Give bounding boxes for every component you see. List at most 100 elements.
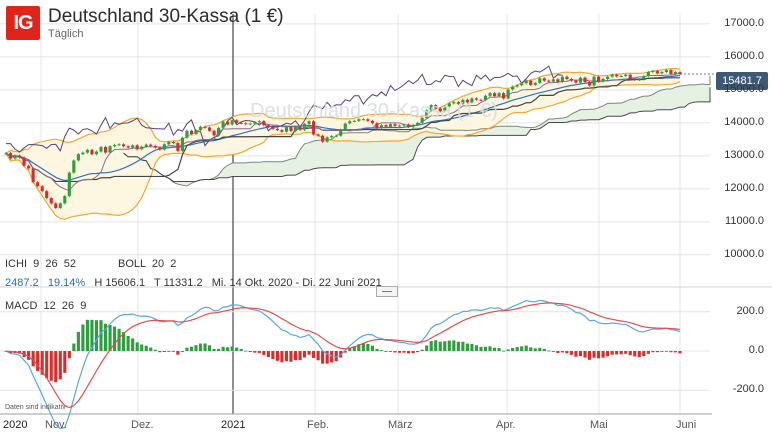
- macd-histogram-bar: [144, 345, 148, 352]
- candle-down: [226, 121, 230, 125]
- macd-histogram-bar: [162, 351, 166, 352]
- macd-histogram-bar: [176, 351, 180, 355]
- candle-up: [538, 78, 542, 83]
- candle-down: [280, 130, 284, 132]
- ichimoku-legend[interactable]: ICHI 9 26 52: [5, 258, 76, 270]
- candle-down: [54, 203, 58, 208]
- macd-histogram-bar: [63, 351, 67, 373]
- bollinger-legend[interactable]: BOLL 20 2: [118, 258, 176, 270]
- candle-up: [606, 76, 610, 79]
- candle-down: [556, 79, 560, 82]
- candle-up: [673, 72, 678, 75]
- macd-histogram-bar: [606, 351, 610, 357]
- candle-up: [452, 102, 456, 104]
- macd-legend[interactable]: MACD 12 26 9: [5, 300, 86, 312]
- macd-histogram-bar: [280, 351, 284, 363]
- candle-up: [162, 144, 166, 150]
- candle-up: [443, 106, 447, 112]
- macd-histogram-bar: [506, 349, 510, 352]
- watermark: Deutschland 30-Kassa (1 €): [250, 100, 498, 122]
- candle-up: [221, 121, 225, 128]
- candle-down: [235, 120, 239, 123]
- macd-histogram-bar: [185, 347, 189, 352]
- macd-histogram-bar: [565, 351, 569, 354]
- macd-histogram-bar: [158, 351, 162, 353]
- candle-down: [171, 141, 175, 143]
- candle-up: [447, 103, 451, 107]
- macd-params: 12 26 9: [43, 300, 87, 312]
- candle-down: [266, 125, 270, 127]
- macd-histogram-bar: [411, 351, 415, 354]
- macd-histogram-bar: [235, 347, 239, 352]
- candle-down: [45, 191, 49, 199]
- candle-up: [420, 117, 424, 123]
- macd-histogram-bar: [366, 343, 370, 352]
- price-tick-label: 10000.0: [724, 247, 764, 260]
- candle-up: [402, 124, 406, 126]
- candle-up: [180, 137, 184, 151]
- macd-histogram-bar: [375, 348, 379, 352]
- macd-histogram-bar: [293, 351, 298, 361]
- candle-up: [293, 126, 298, 132]
- candle-up: [511, 86, 515, 90]
- panel-resize-handle[interactable]: [376, 286, 398, 297]
- macd-histogram-bar: [673, 351, 678, 353]
- macd-histogram-bar: [660, 351, 664, 352]
- macd-histogram-bar: [601, 351, 605, 358]
- candle-down: [321, 135, 325, 142]
- candle-down: [434, 105, 438, 109]
- macd-histogram-bar: [239, 349, 243, 352]
- macd-histogram-bar: [45, 351, 49, 379]
- macd-histogram-bar: [538, 347, 542, 352]
- macd-histogram-bar: [483, 346, 488, 352]
- candle-up: [140, 146, 144, 150]
- macd-histogram-bar: [429, 341, 433, 352]
- macd-histogram-bar: [72, 343, 76, 352]
- macd-histogram-bar: [651, 351, 655, 353]
- candle-down: [465, 99, 469, 103]
- candle-down: [289, 127, 293, 132]
- candle-down: [366, 119, 370, 121]
- candle-down: [22, 157, 26, 166]
- macd-histogram-bar: [40, 351, 44, 375]
- candle-down: [678, 72, 682, 74]
- candle-down: [628, 74, 632, 79]
- candle-down: [407, 124, 411, 127]
- macd-histogram-bar: [578, 351, 583, 357]
- chikou-span-line: [6, 65, 563, 153]
- candle-down: [153, 145, 157, 148]
- macd-histogram-bar: [515, 347, 519, 352]
- data-disclaimer: Daten sind indikativ: [5, 404, 66, 411]
- candle-up: [339, 129, 343, 136]
- macd-histogram-bar: [560, 351, 564, 353]
- macd-histogram-bar: [402, 351, 406, 353]
- stat-value-1: 2487.2: [5, 277, 39, 289]
- macd-histogram-bar: [334, 351, 338, 362]
- macd-histogram-bar: [370, 345, 374, 352]
- macd-panel: [4, 299, 682, 430]
- macd-histogram-bar: [117, 328, 121, 352]
- candle-up: [72, 160, 76, 173]
- macd-histogram-bar: [348, 348, 352, 352]
- macd-histogram-bar: [343, 351, 347, 353]
- candle-up: [488, 93, 492, 96]
- candle-up: [642, 76, 646, 80]
- macd-histogram-bar: [198, 343, 203, 352]
- macd-histogram-bar: [669, 351, 673, 353]
- candle-up: [67, 172, 71, 197]
- candle-up: [533, 82, 537, 85]
- candle-up: [325, 137, 329, 142]
- candle-down: [474, 98, 479, 100]
- candle-down: [271, 126, 275, 129]
- macd-histogram-bar: [149, 347, 153, 352]
- macd-histogram-bar: [628, 351, 632, 356]
- candle-up: [520, 83, 524, 86]
- candle-up: [619, 76, 623, 78]
- tenkan-sen-line: [5, 72, 681, 191]
- macd-histogram-bar: [447, 340, 451, 352]
- chart-interval[interactable]: Täglich: [48, 28, 84, 40]
- macd-histogram-bar: [49, 351, 53, 381]
- candle-up: [470, 98, 474, 103]
- candle-down: [370, 120, 374, 124]
